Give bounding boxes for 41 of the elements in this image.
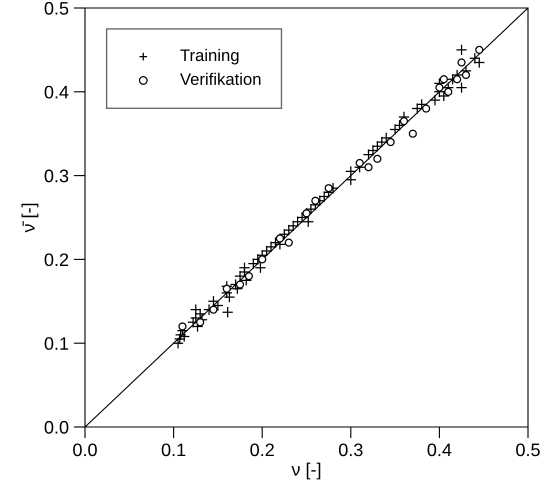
point [222,284,231,293]
point [453,75,462,84]
point [196,318,204,326]
point [311,196,320,205]
x-tick-label: 0.3 [338,443,363,456]
x-tick-label: 0.2 [250,443,274,456]
point [258,255,266,264]
point [408,130,417,138]
point [236,280,244,289]
point [422,104,430,113]
y-tick-label: 0.0 [44,420,68,434]
point [244,272,254,280]
y-axis-title: ν̄ [-] [22,204,38,233]
point [457,58,466,67]
point [324,184,333,192]
point [284,238,293,247]
point [356,158,364,168]
point [475,46,484,54]
point [400,117,408,126]
y-tick-label: 0.1 [44,337,68,350]
point [178,322,187,331]
x-tick-label: 0.1 [162,443,186,456]
point [364,163,373,172]
y-tick-label: 0.3 [44,170,68,182]
x-tick-label: 0.5 [516,443,540,456]
point [209,306,218,314]
legend-label: Training [180,48,238,64]
point [276,234,284,243]
point [435,84,444,92]
y-tick-label: 0.5 [44,2,68,15]
x-axis-title: ν [-] [291,462,320,480]
y-tick-label: 0.4 [44,86,68,99]
y-tick-label: 0.2 [44,253,68,266]
x-tick-label: 0.4 [428,443,452,456]
point [440,75,448,84]
point [386,138,395,146]
point [444,88,452,96]
point [462,70,470,80]
x-tick-label: 0.0 [73,443,97,456]
legend-label: Verifikation [180,72,260,86]
point [373,154,382,163]
